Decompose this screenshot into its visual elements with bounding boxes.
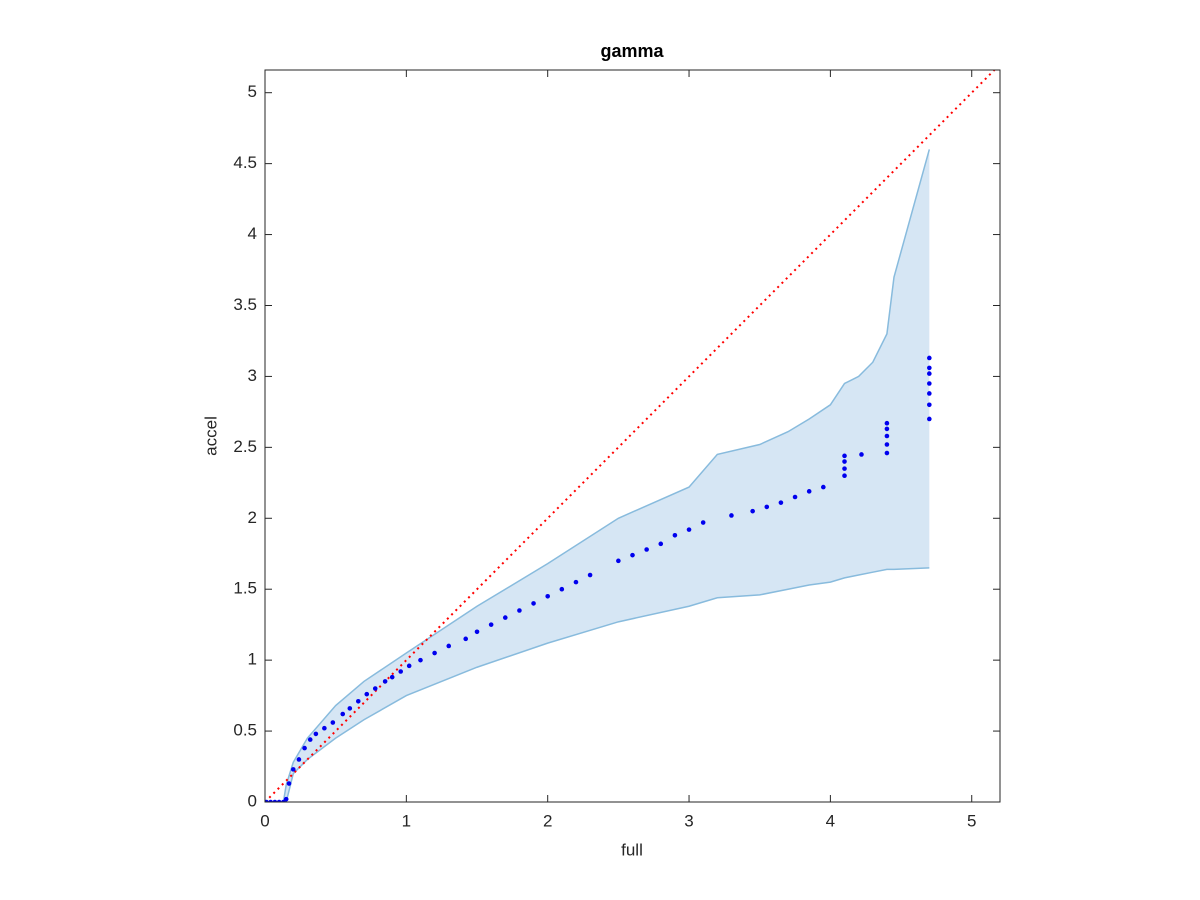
point <box>686 527 692 532</box>
point <box>517 608 522 613</box>
point <box>307 737 313 742</box>
x-axis-label: full <box>621 840 643 859</box>
point <box>347 706 353 711</box>
confidence-band <box>283 149 930 802</box>
point <box>398 669 403 674</box>
point <box>573 579 579 585</box>
point <box>340 711 346 717</box>
y-tick-label: 4 <box>248 224 257 243</box>
point <box>268 799 273 802</box>
point <box>792 494 798 500</box>
point <box>272 799 278 802</box>
point <box>290 767 296 772</box>
point <box>884 420 890 426</box>
point <box>531 601 536 606</box>
point <box>884 426 890 432</box>
point <box>884 442 890 447</box>
point <box>276 799 282 802</box>
point <box>927 416 932 422</box>
point <box>587 572 593 578</box>
point <box>286 781 292 786</box>
point <box>927 402 932 408</box>
point <box>750 508 755 514</box>
point <box>658 541 664 547</box>
point <box>382 679 388 684</box>
point <box>302 745 307 751</box>
axes-box <box>264 69 1001 803</box>
chart-title: gamma <box>600 41 664 61</box>
point <box>842 466 847 471</box>
band-edge-upper <box>282 149 931 802</box>
point <box>927 381 932 386</box>
point <box>778 500 784 505</box>
point <box>927 371 932 376</box>
point <box>545 594 550 599</box>
point <box>616 558 621 564</box>
point <box>821 484 826 490</box>
x-tick-label: 4 <box>826 811 835 830</box>
x-tick-label: 3 <box>684 811 693 830</box>
point <box>313 731 319 737</box>
y-tick-label: 3.5 <box>233 295 257 314</box>
point <box>764 504 770 510</box>
point <box>474 629 480 635</box>
point <box>446 643 452 649</box>
point <box>322 725 327 731</box>
point <box>296 757 302 762</box>
point <box>283 796 289 802</box>
point <box>806 489 812 494</box>
point <box>418 657 423 663</box>
point <box>488 622 494 627</box>
point <box>364 691 370 697</box>
x-tick-label: 5 <box>967 811 976 830</box>
point <box>372 686 378 691</box>
y-tick-label: 1 <box>248 650 257 669</box>
point <box>927 355 932 361</box>
point <box>884 433 890 439</box>
point <box>355 698 361 704</box>
y-tick-label: 0 <box>248 791 257 810</box>
point <box>672 533 678 538</box>
point <box>463 636 469 642</box>
plot-layer <box>265 70 996 802</box>
point <box>729 513 734 518</box>
y-tick-label: 1.5 <box>233 579 257 598</box>
y-tick-label: 4.5 <box>233 153 257 172</box>
point <box>406 663 412 669</box>
point <box>884 450 890 456</box>
point <box>700 520 706 525</box>
point <box>502 615 508 620</box>
x-tick-label: 1 <box>402 811 411 830</box>
point <box>389 674 395 680</box>
y-tick-label: 3 <box>248 366 257 385</box>
point <box>630 552 635 558</box>
y-axis-label: accel <box>201 416 220 456</box>
point <box>644 547 649 552</box>
point <box>859 452 864 457</box>
x-tick-label: 0 <box>260 811 269 830</box>
point <box>265 799 269 802</box>
y-tick-label: 0.5 <box>233 721 257 740</box>
point <box>330 720 336 725</box>
point <box>842 453 847 459</box>
point <box>842 473 847 479</box>
point <box>927 391 932 396</box>
y-tick-label: 5 <box>248 82 257 101</box>
band-edge-lower <box>283 567 930 802</box>
y-tick-label: 2.5 <box>233 437 257 456</box>
point <box>927 365 932 371</box>
point <box>842 459 847 464</box>
x-tick-label: 2 <box>543 811 552 830</box>
point <box>432 650 437 656</box>
point <box>559 586 565 592</box>
y-tick-label: 2 <box>248 508 257 527</box>
